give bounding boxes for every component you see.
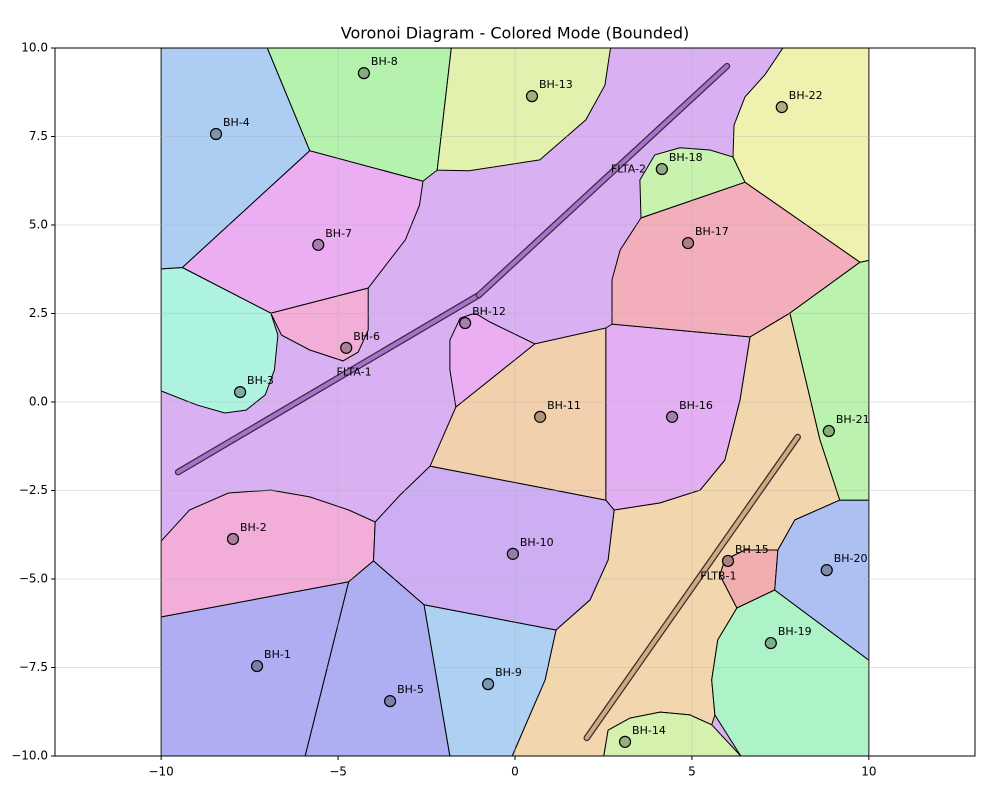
borehole-point	[459, 316, 472, 330]
x-tick-label: −5	[329, 765, 347, 779]
borehole-point	[820, 564, 833, 577]
x-tick-label: 10	[861, 765, 876, 779]
borehole-point	[209, 127, 223, 141]
borehole-point	[681, 236, 695, 250]
borehole-point	[775, 101, 788, 114]
borehole-label: BH-14	[632, 724, 666, 737]
y-tick-label: 0.0	[29, 395, 48, 409]
fault-line	[584, 435, 800, 740]
borehole-label: BH-3	[247, 374, 274, 387]
borehole-point	[506, 547, 519, 560]
y-tick-label: −5.0	[19, 572, 48, 586]
borehole-label: BH-17	[695, 225, 729, 238]
voronoi-cell	[372, 465, 615, 631]
borehole-label: BH-12	[472, 305, 506, 318]
y-tick-label: −2.5	[19, 483, 48, 497]
voronoi-cell	[449, 312, 536, 408]
borehole-label: BH-16	[679, 399, 713, 412]
y-tick-label: 7.5	[29, 129, 48, 143]
borehole-point	[226, 532, 240, 546]
fault-label: FLTB-1	[700, 569, 736, 582]
borehole-point	[357, 67, 371, 80]
borehole-label: BH-19	[778, 625, 812, 638]
x-tick-label: −10	[148, 765, 173, 779]
borehole-point	[655, 162, 668, 176]
borehole-label: BH-20	[834, 552, 868, 565]
borehole-label: BH-1	[264, 648, 291, 661]
voronoi-cell	[160, 489, 376, 618]
borehole-point	[340, 341, 353, 354]
borehole-point	[618, 735, 632, 748]
borehole-label: BH-13	[539, 78, 573, 91]
fault-line	[476, 64, 729, 298]
borehole-point	[250, 659, 264, 673]
borehole-label: BH-5	[397, 683, 424, 696]
fault-label: FLTA-1	[337, 366, 372, 379]
fault-line	[176, 293, 481, 475]
borehole-point	[482, 678, 495, 691]
borehole-point	[534, 410, 547, 423]
voronoi-cell	[711, 589, 870, 757]
y-tick-label: 2.5	[29, 306, 48, 320]
borehole-point	[764, 636, 777, 650]
x-tick-label: 5	[688, 765, 696, 779]
borehole-label: BH-21	[836, 413, 870, 426]
borehole-label: BH-22	[789, 89, 823, 102]
borehole-point	[312, 238, 325, 251]
borehole-label: BH-15	[735, 543, 769, 556]
borehole-label: BH-9	[495, 666, 522, 679]
voronoi-cell	[603, 711, 742, 757]
y-tick-label: 10.0	[21, 41, 48, 55]
fault-label: FLTA-2	[611, 163, 646, 176]
borehole-label: BH-10	[520, 536, 554, 549]
borehole-label: BH-6	[353, 330, 380, 343]
borehole-label: BH-8	[371, 55, 398, 68]
borehole-label: BH-7	[325, 227, 352, 240]
x-tick-label: 0	[511, 765, 519, 779]
y-tick-label: −10.0	[11, 749, 48, 763]
borehole-point	[666, 410, 679, 423]
borehole-point	[721, 554, 735, 568]
y-tick-label: 5.0	[29, 218, 48, 232]
borehole-label: BH-4	[223, 116, 250, 129]
borehole-point	[233, 385, 247, 399]
y-tick-label: −7.5	[19, 660, 48, 674]
chart-title: Voronoi Diagram - Colored Mode (Bounded)	[341, 24, 689, 43]
voronoi-cell	[732, 47, 870, 263]
borehole-point	[525, 90, 539, 103]
voronoi-cell	[436, 47, 612, 172]
borehole-point	[822, 424, 835, 438]
borehole-label: BH-11	[547, 399, 581, 412]
borehole-label: BH-18	[669, 151, 703, 164]
voronoi-cell	[429, 327, 607, 501]
borehole-point	[383, 695, 397, 708]
borehole-label: BH-2	[240, 521, 267, 534]
